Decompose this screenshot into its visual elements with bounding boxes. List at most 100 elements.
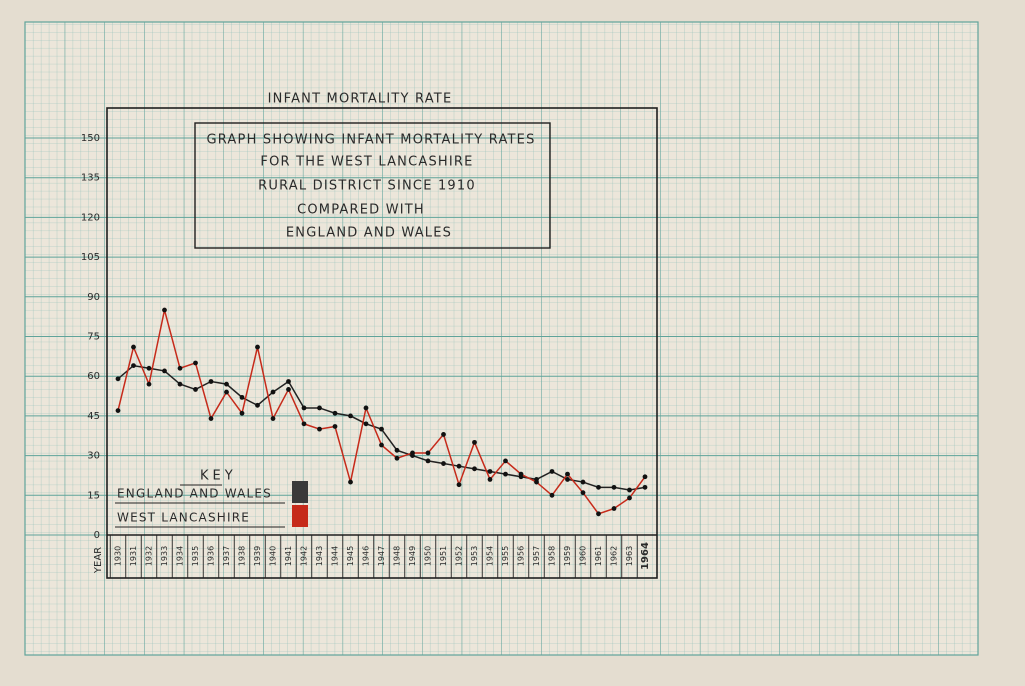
point bbox=[363, 405, 369, 411]
point bbox=[518, 471, 524, 477]
paper-grid-major bbox=[25, 22, 978, 655]
x-tick-label: 1962 bbox=[610, 546, 619, 566]
point bbox=[146, 381, 152, 387]
point bbox=[503, 471, 508, 477]
legend-swatch bbox=[292, 481, 308, 503]
x-tick-label: 1959 bbox=[563, 546, 572, 566]
x-tick-label: 1951 bbox=[439, 546, 448, 566]
x-tick-label: 1946 bbox=[362, 546, 371, 566]
x-tick-label: 1932 bbox=[145, 546, 154, 566]
point bbox=[115, 408, 121, 414]
x-tick-label: 1935 bbox=[191, 546, 200, 566]
point bbox=[394, 447, 400, 453]
x-axis-label: YEAR bbox=[93, 547, 104, 574]
x-tick-label: 1953 bbox=[470, 546, 479, 566]
x-tick-label: 1934 bbox=[176, 546, 185, 566]
point bbox=[472, 439, 477, 445]
x-tick-label: 1940 bbox=[269, 546, 278, 566]
point bbox=[596, 484, 601, 490]
x-tick-label: 1941 bbox=[284, 546, 293, 566]
x-tick-label: 1943 bbox=[315, 546, 324, 566]
x-tick-label: 1936 bbox=[207, 546, 216, 566]
x-tick-label: 1939 bbox=[253, 546, 262, 566]
point bbox=[441, 461, 446, 466]
point bbox=[255, 402, 260, 408]
point bbox=[394, 455, 400, 461]
annotation: ENGLAND AND WALES bbox=[286, 226, 452, 241]
point bbox=[286, 387, 291, 392]
x-tick-label: 1930 bbox=[114, 546, 123, 566]
x-tick-label: 1945 bbox=[346, 546, 355, 566]
point bbox=[611, 484, 617, 490]
point bbox=[224, 389, 229, 395]
x-tick-label: 1948 bbox=[393, 546, 402, 566]
x-tick-label: 1947 bbox=[377, 546, 386, 566]
paper-border bbox=[24, 21, 979, 656]
chart-frame bbox=[106, 107, 658, 579]
point bbox=[379, 442, 384, 448]
x-tick-label: 1954 bbox=[486, 546, 495, 566]
point bbox=[596, 511, 601, 517]
point bbox=[534, 479, 539, 485]
point bbox=[642, 484, 648, 490]
x-tick-label: 1937 bbox=[222, 546, 231, 566]
point bbox=[255, 344, 260, 350]
point bbox=[580, 479, 586, 485]
annotation: COMPARED WITH bbox=[297, 203, 425, 218]
point bbox=[286, 379, 291, 384]
x-tick-label: 1938 bbox=[238, 546, 247, 566]
point bbox=[146, 365, 152, 371]
point bbox=[208, 416, 214, 421]
y-tick-label: 150 bbox=[81, 133, 100, 144]
annotation: GRAPH SHOWING INFANT MORTALITY RATES bbox=[206, 133, 535, 148]
legend-swatch bbox=[292, 505, 308, 527]
point bbox=[270, 389, 276, 395]
y-tick-label: 30 bbox=[87, 451, 100, 462]
point bbox=[580, 490, 586, 496]
point bbox=[162, 307, 167, 313]
x-tick-label: 1933 bbox=[160, 546, 169, 566]
point bbox=[627, 495, 632, 501]
point bbox=[441, 432, 446, 437]
point bbox=[239, 410, 245, 416]
point bbox=[348, 413, 353, 419]
annotation-box bbox=[194, 122, 551, 249]
point bbox=[487, 469, 493, 474]
point bbox=[565, 471, 570, 477]
point bbox=[224, 381, 229, 387]
point bbox=[363, 421, 369, 427]
point bbox=[425, 458, 431, 464]
point bbox=[208, 379, 214, 384]
x-tick-label: 1964 bbox=[640, 542, 651, 570]
point bbox=[317, 426, 322, 432]
legend-label: ENGLAND AND WALES bbox=[117, 487, 272, 501]
x-tick-label: 1956 bbox=[517, 546, 526, 566]
y-tick-label: 135 bbox=[81, 173, 100, 184]
point bbox=[348, 479, 353, 485]
point bbox=[627, 487, 632, 493]
point bbox=[611, 506, 617, 511]
y-tick-label: 60 bbox=[87, 371, 100, 382]
x-tick-label: 1963 bbox=[625, 546, 634, 566]
chart-title: INFANT MORTALITY RATE bbox=[268, 92, 453, 107]
point bbox=[410, 450, 415, 456]
x-tick-label: 1950 bbox=[424, 546, 433, 566]
x-tick-label: 1931 bbox=[129, 546, 138, 566]
point bbox=[472, 466, 477, 472]
point bbox=[456, 482, 462, 488]
y-tick-label: 15 bbox=[87, 490, 100, 501]
point bbox=[115, 376, 121, 382]
point bbox=[239, 394, 245, 400]
point bbox=[193, 360, 198, 366]
x-tick-label: 1949 bbox=[408, 546, 417, 566]
point bbox=[549, 469, 555, 474]
annotation: RURAL DISTRICT SINCE 1910 bbox=[258, 179, 476, 194]
legend-label: WEST LANCASHIRE bbox=[117, 511, 250, 525]
x-tick-label: 1952 bbox=[455, 546, 464, 566]
point bbox=[456, 463, 462, 469]
point bbox=[193, 387, 198, 392]
legend-title: KEY bbox=[200, 469, 237, 484]
point bbox=[549, 492, 555, 498]
point bbox=[131, 363, 136, 369]
